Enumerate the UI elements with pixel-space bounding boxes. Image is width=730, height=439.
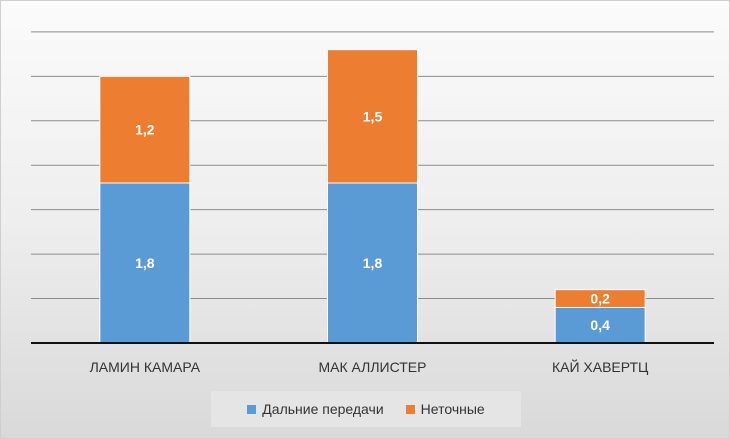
- bar-segment: [554, 289, 646, 308]
- data-label: 1,2: [135, 122, 155, 138]
- legend-item-series-1: Неточные: [405, 401, 485, 417]
- chart-legend: Дальние передачи Неточные: [211, 391, 521, 427]
- bar-segment: [99, 75, 191, 184]
- data-label: 0,2: [590, 291, 610, 307]
- data-label: 1,5: [363, 108, 383, 124]
- legend-swatch-series-1: [405, 404, 415, 414]
- data-label: 1,8: [363, 255, 383, 271]
- category-label: ЛАМИН КАМАРА: [90, 359, 201, 375]
- category-label: МАК АЛЛИСТЕР: [318, 359, 426, 375]
- legend-item-series-0: Дальние передачи: [247, 401, 384, 417]
- bar-segment: [554, 306, 646, 344]
- data-label: 0,4: [590, 317, 610, 333]
- data-label: 1,8: [135, 255, 155, 271]
- bar-segment: [327, 49, 418, 184]
- legend-label-series-1: Неточные: [420, 401, 485, 417]
- bar-segment: [327, 182, 418, 344]
- legend-swatch-series-0: [247, 404, 257, 414]
- category-label: КАЙ ХАВЕРТЦ: [552, 358, 649, 375]
- legend-label-series-0: Дальние передачи: [262, 401, 384, 417]
